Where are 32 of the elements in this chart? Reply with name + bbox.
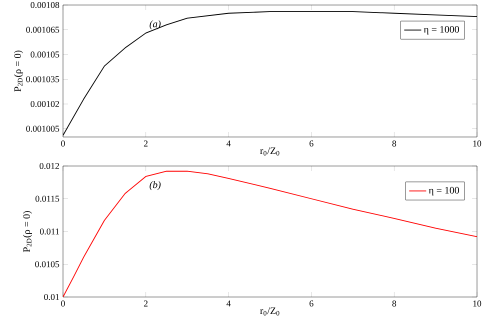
y-tick-label: 0.00108 — [30, 2, 60, 8]
y-tick-label: 0.001005 — [26, 126, 60, 132]
x-axis-title: r$_{0}$/Z$_{0}$ — [260, 307, 280, 316]
y-tick-label: 0.011 — [40, 228, 59, 235]
x-axis-title: r$_{0}$/Z$_{0}$ — [260, 147, 280, 156]
x-tick-label: 10 — [473, 300, 482, 307]
y-tick-label: 0.00102 — [30, 100, 59, 108]
y-tick-label: 0.0105 — [35, 261, 60, 268]
x-tick-label: 10 — [473, 140, 482, 147]
x-tick-label: 8 — [392, 140, 396, 147]
x-tick-label: 2 — [144, 140, 148, 146]
y-tick-label: 0.001065 — [26, 26, 60, 33]
y-tick-label: 0.0115 — [36, 196, 60, 202]
legend-label: η = 100 — [428, 186, 460, 196]
x-tick-label: 6 — [310, 140, 314, 147]
annotation: (b) — [150, 181, 161, 190]
x-tick-label: 4 — [226, 300, 231, 306]
y-axis-title: P$_{2D}$(ρ = 0) — [22, 211, 32, 252]
x-tick-label: 0 — [61, 140, 65, 147]
x-tick-label: 4 — [226, 140, 231, 146]
x-tick-label: 2 — [144, 300, 148, 306]
y-tick-label: 0.01 — [44, 294, 59, 300]
y-tick-label: 0.001035 — [26, 76, 60, 82]
x-tick-label: 0 — [61, 300, 65, 307]
y-tick-label: 0.012 — [40, 162, 59, 170]
annotation: (a) — [150, 20, 161, 30]
y-axis-title: P$_{2D}$(ρ = 0) — [14, 50, 24, 92]
x-tick-label: 8 — [392, 300, 396, 307]
line-series — [63, 170, 478, 297]
y-tick-label: 0.00105 — [30, 51, 60, 58]
x-tick-label: 6 — [310, 300, 314, 307]
legend-label: η = 1000 — [424, 26, 460, 35]
